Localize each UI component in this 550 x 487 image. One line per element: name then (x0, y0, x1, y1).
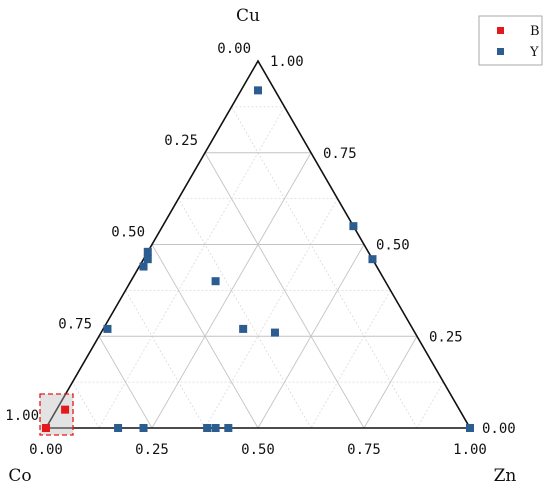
tick-label-right: 0.25 (429, 329, 463, 345)
tick-label-left: 0.00 (217, 41, 251, 57)
tick-label-bottom: 1.00 (453, 442, 487, 458)
grid-line-co (178, 198, 312, 429)
grid-line-co (231, 106, 418, 429)
data-point-y (349, 222, 358, 231)
legend-marker-y (497, 48, 504, 55)
tick-label-right: 1.00 (270, 54, 304, 70)
vertex-label-right: Zn (494, 466, 517, 486)
grid-line-co (204, 152, 365, 429)
data-point-y (239, 324, 248, 333)
triangle-border (44, 59, 472, 429)
data-point-y (466, 424, 474, 432)
grid-line-zn (416, 381, 444, 429)
grid-line-co (125, 290, 206, 429)
vertex-label-top: Cu (236, 6, 260, 26)
grid-line-zn (98, 106, 285, 429)
tick-label-bottom: 0.00 (29, 442, 63, 458)
tick-label-bottom: 0.75 (347, 442, 381, 458)
legend-label-y: Y (529, 45, 539, 60)
data-point-y (103, 324, 112, 333)
data-point-b (61, 405, 70, 414)
tick-label-left: 0.25 (164, 133, 198, 149)
data-point-y (114, 424, 123, 432)
data-point-y (224, 424, 233, 432)
data-point-y (203, 424, 212, 432)
grid-line-zn (257, 244, 365, 429)
tick-label-right: 0.50 (376, 238, 410, 254)
grid-line-co (98, 336, 153, 429)
minor-grid (72, 106, 444, 429)
data-point-y (211, 424, 220, 432)
grid-line-co (151, 244, 259, 429)
grid-line-zn (204, 198, 338, 429)
data-points (42, 86, 474, 432)
grid-line-zn (151, 152, 312, 429)
tick-label-bottom: 0.25 (135, 442, 169, 458)
data-point-y (139, 262, 148, 271)
major-grid (98, 152, 418, 429)
tick-label-right: 0.00 (482, 421, 516, 437)
tick-label-left: 0.50 (111, 225, 145, 241)
tick-label-left: 0.75 (58, 316, 92, 332)
grid-line-zn (310, 290, 391, 429)
data-point-y (254, 86, 262, 95)
vertex-label-left: Co (8, 466, 31, 486)
legend: B Y (478, 15, 543, 66)
tick-label-bottom: 0.50 (241, 442, 275, 458)
grid-line-zn (363, 336, 418, 429)
legend-label-b: B (530, 24, 540, 39)
data-point-y (139, 424, 148, 432)
grid-line-co (72, 381, 100, 429)
tick-label-right: 0.75 (323, 146, 357, 162)
legend-box (478, 15, 543, 66)
legend-marker-b (497, 27, 504, 34)
data-point-y (270, 328, 279, 337)
tick-labels: 0.00 0.00 0.00 0.25 0.25 0.25 0.50 0.50 0.50 0.75… (5, 41, 515, 458)
tick-label-left: 1.00 (5, 408, 39, 424)
data-point-y (368, 255, 377, 264)
data-point-y (143, 247, 152, 256)
data-point-y (211, 277, 220, 286)
data-point-b (42, 424, 50, 432)
triangle-frame (44, 59, 472, 429)
data-point-y (143, 255, 152, 264)
